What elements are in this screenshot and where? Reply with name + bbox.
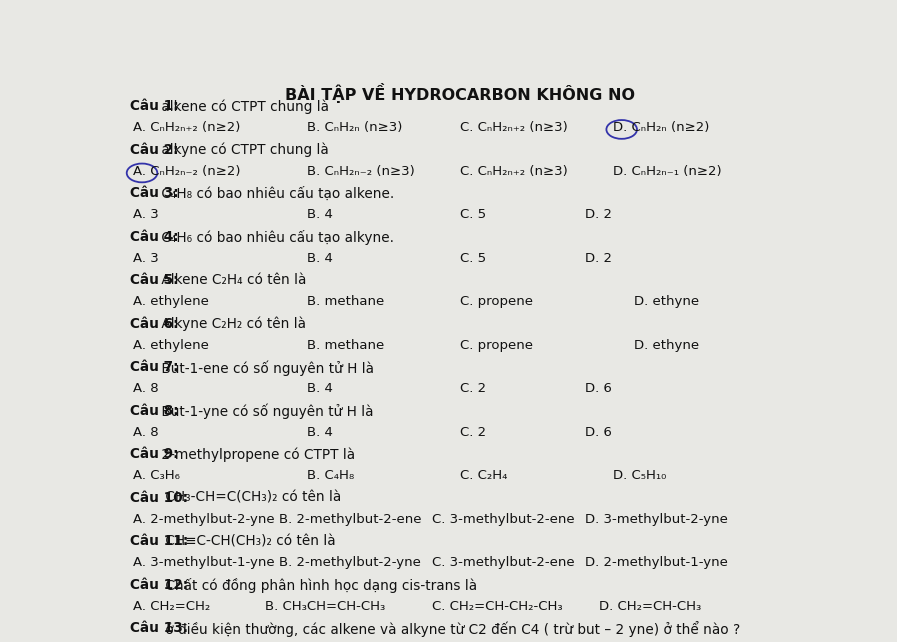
Text: A. ethylene: A. ethylene xyxy=(133,295,209,308)
Text: A. 8: A. 8 xyxy=(133,426,159,438)
Text: CH≡C-CH(CH₃)₂ có tên là: CH≡C-CH(CH₃)₂ có tên là xyxy=(161,534,335,548)
Text: 2-methylpropene có CTPT là: 2-methylpropene có CTPT là xyxy=(157,447,354,462)
Text: D. 2: D. 2 xyxy=(585,252,612,265)
Text: A. 3: A. 3 xyxy=(133,208,159,221)
Text: D. CₙH₂ₙ₋₁ (n≥2): D. CₙH₂ₙ₋₁ (n≥2) xyxy=(613,164,721,178)
Text: A. CₙH₂ₙ₋₂ (n≥2): A. CₙH₂ₙ₋₂ (n≥2) xyxy=(133,164,240,178)
Text: Câu 12:: Câu 12: xyxy=(129,578,187,592)
Text: C. C₂H₄: C. C₂H₄ xyxy=(459,469,507,482)
Text: D. 2: D. 2 xyxy=(585,208,612,221)
Text: alkyne có CTPT chung là: alkyne có CTPT chung là xyxy=(157,143,328,157)
Text: A. CₙH₂ₙ₊₂ (n≥2): A. CₙH₂ₙ₊₂ (n≥2) xyxy=(133,121,240,134)
Text: BÀI TẬP VỀ HYDROCARBON KHÔNG NO: BÀI TẬP VỀ HYDROCARBON KHÔNG NO xyxy=(284,83,635,103)
Text: C₄H₆ có bao nhiêu cấu tạo alkyne.: C₄H₆ có bao nhiêu cấu tạo alkyne. xyxy=(157,230,394,245)
Text: C. 5: C. 5 xyxy=(459,252,486,265)
Text: C. 5: C. 5 xyxy=(459,208,486,221)
Text: B. 2-methylbut-2-ene: B. 2-methylbut-2-ene xyxy=(279,512,422,526)
Text: C. propene: C. propene xyxy=(459,338,533,352)
Text: Alkene C₂H₄ có tên là: Alkene C₂H₄ có tên là xyxy=(157,273,306,287)
Text: C. CₙH₂ₙ₊₂ (n≥3): C. CₙH₂ₙ₊₂ (n≥3) xyxy=(459,121,568,134)
Text: Câu 9:: Câu 9: xyxy=(129,447,178,462)
Text: Câu 2:: Câu 2: xyxy=(129,143,178,157)
Text: Câu 7:: Câu 7: xyxy=(129,360,178,374)
Text: A. C₃H₆: A. C₃H₆ xyxy=(133,469,180,482)
Text: B. CₙH₂ₙ₋₂ (n≥3): B. CₙH₂ₙ₋₂ (n≥3) xyxy=(307,164,414,178)
Text: B. methane: B. methane xyxy=(307,338,384,352)
Text: A. 2-methylbut-2-yne: A. 2-methylbut-2-yne xyxy=(133,512,274,526)
Text: A. CH₂=CH₂: A. CH₂=CH₂ xyxy=(133,600,210,612)
Text: D. ethyne: D. ethyne xyxy=(633,338,699,352)
Text: B. CₙH₂ₙ (n≥3): B. CₙH₂ₙ (n≥3) xyxy=(307,121,402,134)
Text: B. 4: B. 4 xyxy=(307,252,333,265)
Text: A. ethylene: A. ethylene xyxy=(133,338,209,352)
Text: C. propene: C. propene xyxy=(459,295,533,308)
Text: D. CₙH₂ₙ (n≥2): D. CₙH₂ₙ (n≥2) xyxy=(613,121,709,134)
Text: D. CH₂=CH-CH₃: D. CH₂=CH-CH₃ xyxy=(598,600,701,612)
Text: C. 2: C. 2 xyxy=(459,426,486,438)
Text: Alkyne C₂H₂ có tên là: Alkyne C₂H₂ có tên là xyxy=(157,317,306,331)
Text: A. 3-methylbut-1-yne: A. 3-methylbut-1-yne xyxy=(133,556,274,569)
Text: D. 3-methylbut-2-yne: D. 3-methylbut-2-yne xyxy=(585,512,727,526)
Text: A. 8: A. 8 xyxy=(133,382,159,395)
Text: C. 2: C. 2 xyxy=(459,382,486,395)
Text: Câu 11:: Câu 11: xyxy=(129,534,187,548)
Text: But-1-yne có số nguyên tử H là: But-1-yne có số nguyên tử H là xyxy=(157,404,373,419)
Text: B. 4: B. 4 xyxy=(307,208,333,221)
Text: CH₃-CH=C(CH₃)₂ có tên là: CH₃-CH=C(CH₃)₂ có tên là xyxy=(161,490,342,505)
Text: Câu 1:: Câu 1: xyxy=(129,100,179,113)
Text: B. CH₃CH=CH-CH₃: B. CH₃CH=CH-CH₃ xyxy=(266,600,386,612)
Text: D. ethyne: D. ethyne xyxy=(633,295,699,308)
Text: Câu 10:: Câu 10: xyxy=(129,490,187,505)
Text: D. 6: D. 6 xyxy=(585,382,612,395)
Text: B. 4: B. 4 xyxy=(307,382,333,395)
Text: Câu 6:: Câu 6: xyxy=(129,317,178,331)
Text: Câu 3:: Câu 3: xyxy=(129,186,179,200)
Text: C₄H₈ có bao nhiêu cấu tạo alkene.: C₄H₈ có bao nhiêu cấu tạo alkene. xyxy=(157,186,394,200)
Text: alkene có CTPT chung là: alkene có CTPT chung là xyxy=(157,100,328,114)
Text: But-1-ene có số nguyên tử H là: But-1-ene có số nguyên tử H là xyxy=(157,360,374,376)
Text: C. CH₂=CH-CH₂-CH₃: C. CH₂=CH-CH₂-CH₃ xyxy=(431,600,562,612)
Text: B. 4: B. 4 xyxy=(307,426,333,438)
Text: C. CₙH₂ₙ₊₂ (n≥3): C. CₙH₂ₙ₊₂ (n≥3) xyxy=(459,164,568,178)
Text: ở điều kiện thường, các alkene và alkyne từ C2 đến C4 ( trừ but – 2 yne) ở thể n: ở điều kiện thường, các alkene và alkyne… xyxy=(161,621,740,638)
Text: Câu 5:: Câu 5: xyxy=(129,273,178,287)
Text: Chất có đồng phân hình học dạng cis-trans là: Chất có đồng phân hình học dạng cis-tran… xyxy=(161,578,477,593)
Text: D. 6: D. 6 xyxy=(585,426,612,438)
Text: D. 2-methylbut-1-yne: D. 2-methylbut-1-yne xyxy=(585,556,727,569)
Text: B. 2-methylbut-2-yne: B. 2-methylbut-2-yne xyxy=(279,556,421,569)
Text: Câu 4:: Câu 4: xyxy=(129,230,178,244)
Text: Câu 13.: Câu 13. xyxy=(129,621,187,636)
Text: C. 3-methylbut-2-ene: C. 3-methylbut-2-ene xyxy=(431,556,575,569)
Text: C. 3-methylbut-2-ene: C. 3-methylbut-2-ene xyxy=(431,512,575,526)
Text: B. C₄H₈: B. C₄H₈ xyxy=(307,469,354,482)
Text: A. 3: A. 3 xyxy=(133,252,159,265)
Text: D. C₅H₁₀: D. C₅H₁₀ xyxy=(613,469,666,482)
Text: Câu 8:: Câu 8: xyxy=(129,404,179,418)
Text: B. methane: B. methane xyxy=(307,295,384,308)
